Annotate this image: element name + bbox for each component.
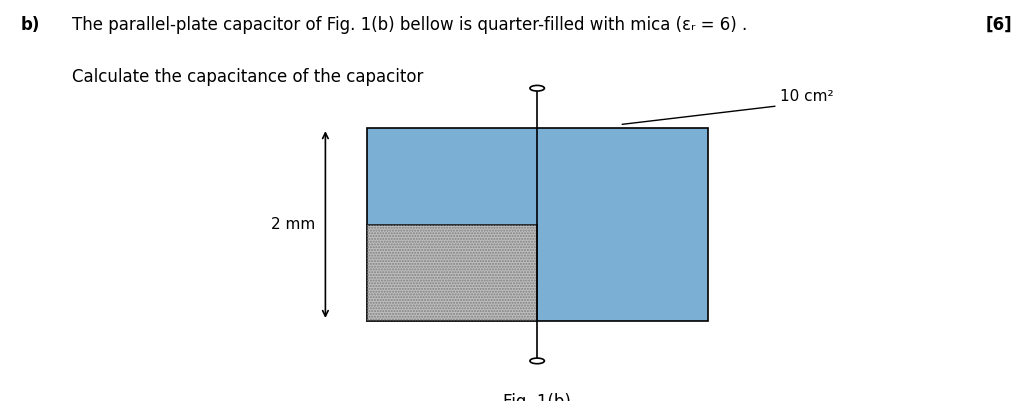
Bar (367, 128, 708, 321)
Bar (367, 225, 537, 321)
Text: The parallel-plate capacitor of Fig. 1(b) bellow is quarter-filled with mica (εᵣ: The parallel-plate capacitor of Fig. 1(b… (72, 16, 748, 34)
Text: 10 cm²: 10 cm² (780, 89, 834, 104)
Circle shape (530, 358, 544, 364)
Text: 2 mm: 2 mm (271, 217, 315, 232)
Text: Calculate the capacitance of the capacitor: Calculate the capacitance of the capacit… (72, 68, 424, 86)
Text: Fig. 1(b): Fig. 1(b) (503, 393, 571, 401)
Circle shape (530, 85, 544, 91)
Text: b): b) (21, 16, 40, 34)
Text: [6]: [6] (985, 16, 1012, 34)
Bar (367, 225, 537, 321)
